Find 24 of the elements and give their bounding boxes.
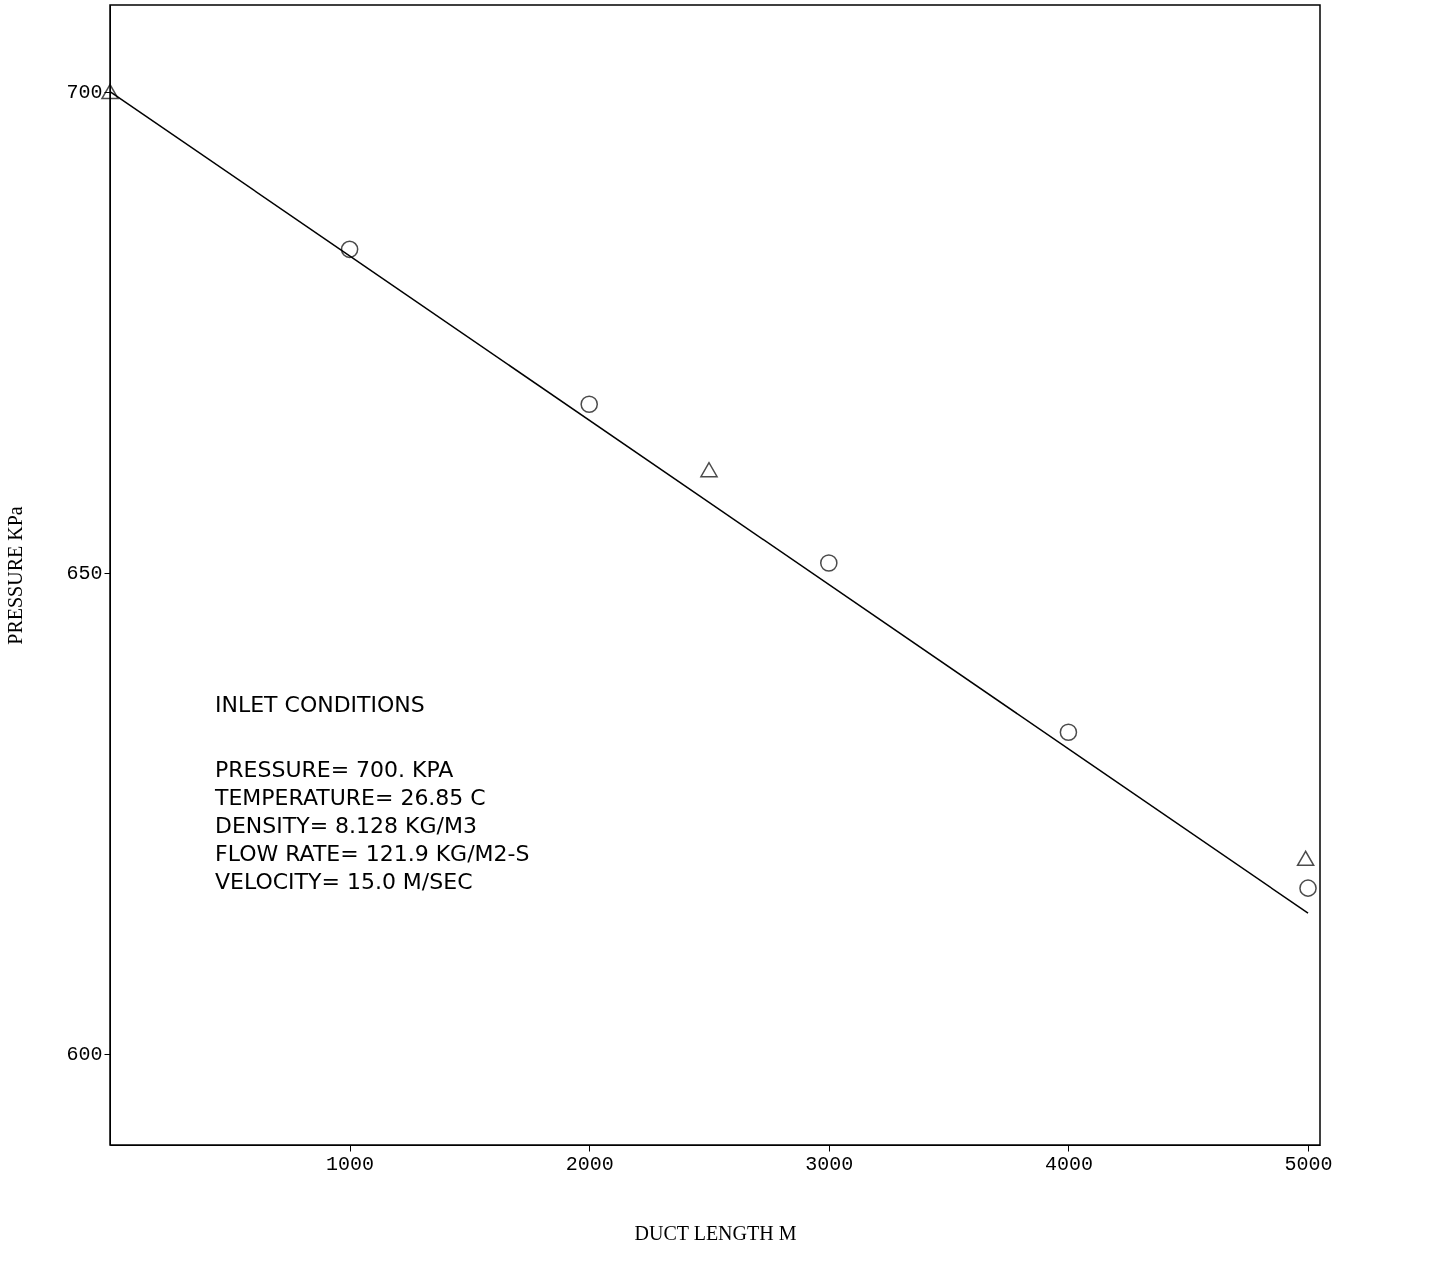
point [1296, 850, 1315, 867]
y-axis-title: PRESSURE KPa [4, 506, 27, 645]
point [700, 461, 718, 478]
point [1059, 723, 1078, 742]
y-tick-label: 600 [66, 1043, 103, 1067]
x-tick-label: 1000 [326, 1152, 375, 1176]
annotation: PRESSURE= 700. KPA [215, 757, 454, 782]
x-tick-label: 2000 [565, 1152, 614, 1176]
point [820, 554, 838, 572]
annotation: VELOCITY= 15.0 M/SEC [215, 869, 473, 894]
point [340, 240, 359, 259]
annotation: TEMPERATURE= 26.85 C [214, 785, 486, 810]
annotation: DENSITY= 8.128 KG/M3 [215, 813, 477, 838]
x-axis-title: DUCT LENGTH M [634, 1221, 797, 1244]
x-tick-label: 4000 [1044, 1152, 1093, 1176]
x-tick-label: 5000 [1284, 1152, 1333, 1176]
x-tick-label: 3000 [805, 1152, 854, 1176]
y-tick-label: 700 [66, 81, 103, 105]
point [101, 83, 119, 100]
y-tick-label: 650 [66, 562, 103, 586]
annotation: INLET CONDITIONS [215, 692, 425, 717]
annotation: FLOW RATE= 121.9 KG/M2-S [215, 841, 530, 866]
point [580, 395, 599, 414]
point [1299, 879, 1317, 897]
